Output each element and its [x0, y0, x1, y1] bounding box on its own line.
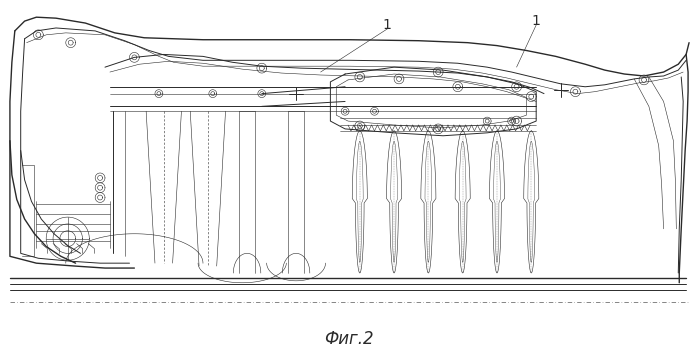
Text: Фиг.2: Фиг.2	[324, 330, 374, 348]
Text: 1: 1	[383, 18, 392, 32]
Text: 1: 1	[532, 14, 541, 28]
